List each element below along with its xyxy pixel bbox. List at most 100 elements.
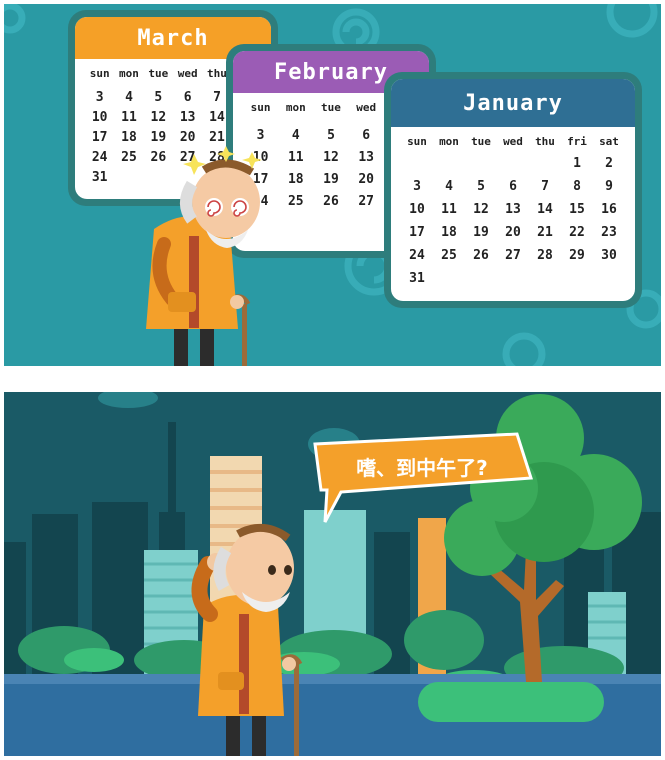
day-number: 6 <box>183 90 192 105</box>
day-number: 26 <box>473 248 489 263</box>
day-number <box>497 156 529 171</box>
weekday-label: mon <box>285 101 306 114</box>
day-number: 5 <box>154 90 163 105</box>
day-number: 16 <box>601 202 617 217</box>
day-number: 27 <box>505 248 521 263</box>
weekday-label: sat <box>599 135 619 148</box>
day-number: 4 <box>291 128 300 143</box>
day-number: 19 <box>473 225 489 240</box>
day-number: 29 <box>569 248 585 263</box>
weekday-label: wed <box>503 135 523 148</box>
day-number <box>529 271 561 286</box>
day-number: 8 <box>573 179 581 194</box>
day-number: 1 <box>573 156 581 171</box>
weekday-label: wed <box>177 67 198 80</box>
city-scene-panel: 嗜、到中午了? <box>4 392 661 756</box>
day-number: 12 <box>150 110 167 125</box>
day-number: 14 <box>209 110 225 125</box>
day-number: 26 <box>150 150 167 165</box>
month-title: March <box>137 25 209 51</box>
month-title: February <box>274 59 388 85</box>
day-number: 11 <box>441 202 457 217</box>
day-number <box>465 271 497 286</box>
day-number: 30 <box>601 248 617 263</box>
day-number: 13 <box>505 202 521 217</box>
day-number: 27 <box>358 194 375 209</box>
old-man-scratching-head <box>191 524 303 756</box>
day-number <box>529 156 561 171</box>
day-number <box>593 271 625 286</box>
day-number: 12 <box>323 150 339 165</box>
weekday-label: sun <box>407 135 427 148</box>
day-number: 3 <box>256 128 265 143</box>
weekday-label: thu <box>207 67 227 80</box>
day-number: 12 <box>473 202 489 217</box>
day-number: 23 <box>601 225 617 240</box>
calendar-header: January <box>391 79 635 127</box>
weekday-label: thu <box>535 135 555 148</box>
weekday-label: sun <box>250 101 271 114</box>
day-number: 17 <box>409 225 425 240</box>
day-number: 2 <box>605 156 613 171</box>
day-number: 13 <box>358 150 375 165</box>
day-number: 7 <box>541 179 549 194</box>
weekday-label: sun <box>89 67 110 80</box>
day-number <box>401 156 433 171</box>
day-number: 11 <box>121 110 137 125</box>
day-number: 6 <box>362 128 371 143</box>
day-number: 18 <box>121 130 137 145</box>
day-number: 19 <box>323 172 339 187</box>
day-number: 28 <box>537 248 553 263</box>
weekday-label: fri <box>567 135 587 148</box>
day-number: 4 <box>125 90 133 105</box>
day-number: 22 <box>569 225 585 240</box>
day-number: 31 <box>409 271 425 286</box>
weekday-label: mon <box>439 135 459 148</box>
day-number: 7 <box>213 90 221 105</box>
day-number: 17 <box>91 130 108 145</box>
weekday-label: tue <box>148 67 169 80</box>
day-number: 24 <box>91 150 108 165</box>
day-number: 3 <box>413 179 421 194</box>
day-number: 25 <box>121 150 137 165</box>
day-number: 25 <box>441 248 457 263</box>
day-number: 20 <box>505 225 521 240</box>
day-number: 20 <box>179 130 196 145</box>
calendar-header: February <box>233 51 429 93</box>
day-number: 9 <box>605 179 613 194</box>
confused-old-man <box>146 146 262 366</box>
speech-bubble-text: 嗜、到中午了? <box>356 455 488 480</box>
day-number <box>465 156 497 171</box>
day-number: 25 <box>287 194 304 209</box>
day-number: 10 <box>409 202 425 217</box>
calendar-grid: sun mon tue wed thu fri sat 1 2 3 4 5 6 7 8 9 10 11 12 13 14… <box>391 127 635 286</box>
day-number: 15 <box>569 202 585 217</box>
day-number: 14 <box>537 202 553 217</box>
day-number: 18 <box>441 225 457 240</box>
day-number: 3 <box>95 90 104 105</box>
day-number <box>433 156 465 171</box>
day-number: 24 <box>409 248 425 263</box>
weekday-label: wed <box>356 101 377 114</box>
weekday-label: tue <box>471 135 491 148</box>
day-number: 21 <box>537 225 553 240</box>
weekday-label: tue <box>321 101 341 114</box>
day-number: 5 <box>327 128 335 143</box>
weekday-label: mon <box>119 67 139 80</box>
day-number <box>433 271 465 286</box>
day-number: 20 <box>358 172 375 187</box>
day-number: 21 <box>209 130 225 145</box>
calendar-scene-panel: March sunmontuewedthufri3456781011121314… <box>4 4 661 366</box>
day-number <box>561 271 593 286</box>
day-number: 5 <box>477 179 485 194</box>
month-title: January <box>463 90 563 116</box>
day-number: 10 <box>91 110 108 125</box>
day-number: 17 <box>252 172 269 187</box>
speech-bubble: 嗜、到中午了? <box>311 432 534 523</box>
day-number: 6 <box>509 179 517 194</box>
day-number: 18 <box>287 172 304 187</box>
swirl-decorations <box>4 4 661 366</box>
day-number: 19 <box>150 130 167 145</box>
day-number: 26 <box>323 194 339 209</box>
day-number: 11 <box>287 150 304 165</box>
